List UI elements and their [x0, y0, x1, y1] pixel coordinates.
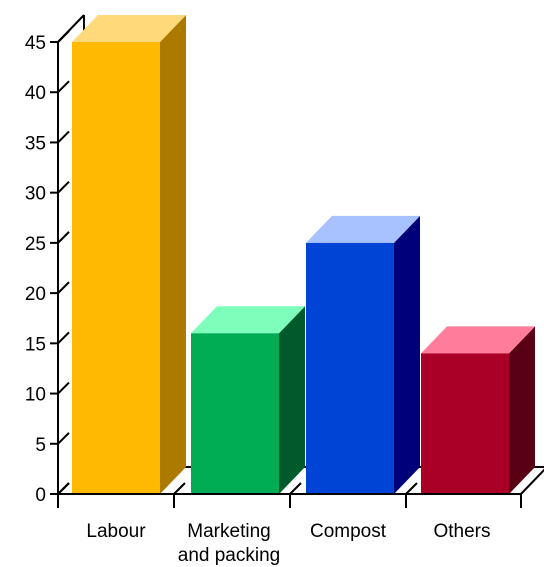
y-tick-label: 0 — [35, 485, 46, 506]
bar-1 — [72, 15, 186, 494]
y-tick-diagonal — [57, 331, 70, 345]
x-tick-diagonal — [173, 482, 186, 495]
y-tick-diagonal — [57, 180, 70, 194]
bar-top-face — [306, 215, 420, 243]
y-tick-diagonal — [57, 30, 70, 43]
bar-3 — [306, 215, 420, 494]
y-tick-diagonal — [57, 281, 70, 294]
y-tick-diagonal — [57, 231, 70, 244]
x-tick-diagonal — [57, 482, 70, 495]
y-tick-label: 35 — [25, 133, 46, 154]
bar-side-face — [509, 326, 535, 494]
y-tick-label: 15 — [25, 334, 46, 355]
x-axis-right-edge — [520, 468, 544, 495]
y-tick-label: 25 — [25, 234, 46, 255]
x-category-label: Others — [433, 521, 490, 542]
x-category-label: Compost — [310, 521, 387, 542]
x-tick-diagonal — [289, 482, 302, 495]
x-category-label: Labour — [86, 521, 146, 542]
bar-front-face — [191, 333, 279, 494]
y-tick-label: 40 — [25, 83, 46, 104]
bar-top-face — [421, 326, 535, 354]
bar-top-face — [191, 306, 305, 334]
y-tick-diagonal — [57, 130, 70, 144]
y-tick-diagonal — [57, 381, 70, 395]
y-tick-diagonal — [57, 80, 70, 93]
bar-4 — [421, 326, 535, 494]
y-tick-label: 5 — [35, 435, 46, 456]
x-tick-diagonal — [405, 482, 418, 495]
bar-side-face — [279, 306, 305, 494]
y-tick-diagonal — [57, 432, 70, 445]
bar-top-face — [72, 15, 186, 42]
bar-front-face — [72, 42, 160, 494]
y-tick-label: 30 — [25, 184, 46, 205]
bar-2 — [191, 306, 305, 494]
x-category-label: and packing — [178, 545, 280, 566]
bar-side-face — [160, 15, 186, 494]
x-category-label: Marketing — [187, 521, 270, 542]
y-tick-label: 10 — [25, 385, 46, 406]
bar-front-face — [306, 242, 394, 494]
bar-side-face — [394, 215, 420, 494]
bar-front-face — [421, 353, 509, 494]
y-tick-label: 45 — [25, 33, 46, 54]
y-tick-label: 20 — [25, 284, 46, 305]
